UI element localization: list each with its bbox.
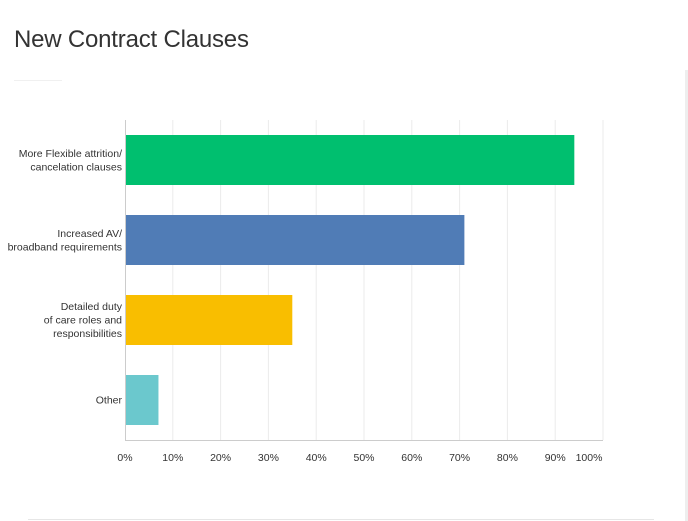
category-label-line: responsibilities — [53, 328, 122, 340]
x-tick-label: 50% — [353, 452, 374, 464]
x-tick-label: 80% — [497, 452, 518, 464]
bar — [126, 135, 575, 185]
x-tick-label: 60% — [401, 452, 422, 464]
x-tick-label: 70% — [449, 452, 470, 464]
title-divider — [14, 80, 62, 81]
category-label-line: Increased AV/ — [57, 228, 122, 240]
bar — [126, 215, 465, 265]
category-label-line: Detailed duty — [61, 301, 123, 313]
bar — [126, 295, 293, 345]
category-label: More Flexible attrition/cancelation clau… — [19, 148, 122, 174]
category-label: Detailed duty of care roles and responsibi… — [44, 301, 123, 340]
category-label-line: Other — [96, 395, 123, 407]
x-tick-label: 90% — [545, 452, 566, 464]
category-label-line: broadband requirements — [8, 241, 122, 253]
bottom-divider — [28, 519, 654, 520]
x-tick-labels: 0% 10% 20% 30% 40% 50% 60% 70% 80% 90% 100% — [117, 452, 602, 464]
bars — [126, 135, 575, 425]
x-tick-label: 40% — [306, 452, 327, 464]
x-tick-label: 0% — [117, 452, 132, 464]
x-tick-label: 30% — [258, 452, 279, 464]
axes — [125, 120, 603, 441]
category-label-line: cancelation clauses — [30, 161, 122, 173]
category-label: Increased AV/broadband requirements — [8, 228, 122, 254]
category-label-line: More Flexible attrition/ — [19, 148, 122, 160]
x-tick-label: 10% — [162, 452, 183, 464]
bar — [126, 375, 159, 425]
x-tick-label: 100% — [576, 452, 603, 464]
category-labels: More Flexible attrition/cancelation clau… — [8, 148, 123, 407]
chart-title: New Contract Clauses — [14, 26, 249, 53]
category-label-line: of care roles and — [44, 315, 122, 327]
x-tick-label: 20% — [210, 452, 231, 464]
panel-edge — [685, 70, 688, 521]
category-label: Other — [96, 395, 123, 407]
